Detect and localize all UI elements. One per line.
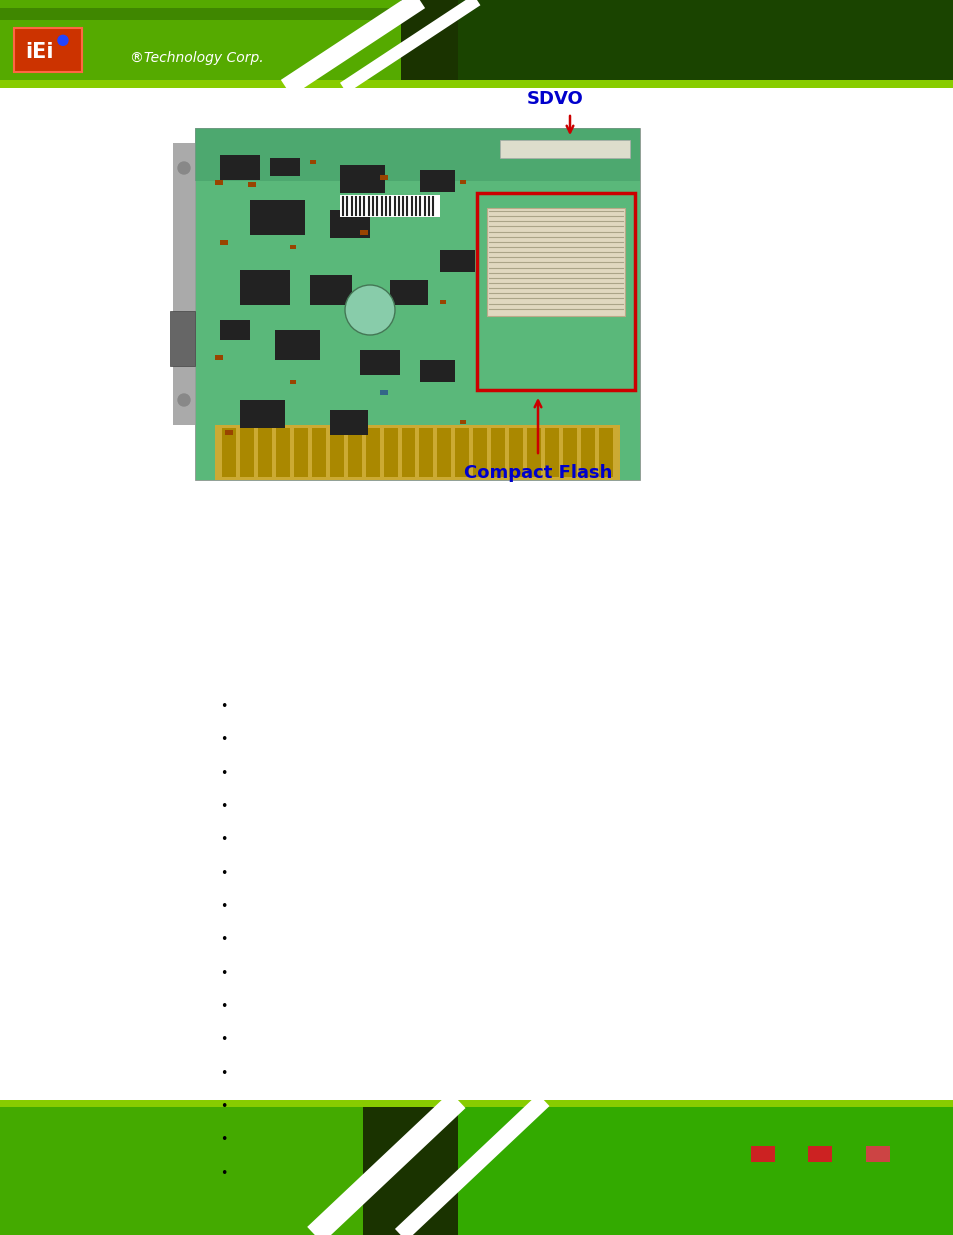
Bar: [330, 429, 343, 477]
Text: •: •: [220, 1000, 228, 1013]
Bar: [750, 1146, 775, 1162]
Bar: [580, 429, 595, 477]
Bar: [194, 128, 639, 480]
Bar: [527, 429, 540, 477]
Text: •: •: [220, 1067, 228, 1079]
Bar: [347, 429, 361, 477]
Bar: [330, 210, 370, 238]
Text: •: •: [220, 1034, 228, 1046]
Bar: [457, 1100, 953, 1235]
Bar: [419, 359, 455, 382]
Bar: [419, 429, 433, 477]
Bar: [248, 182, 255, 186]
Bar: [0, 0, 953, 88]
Bar: [0, 1100, 953, 1107]
Text: Compact Flash: Compact Flash: [463, 464, 612, 482]
Bar: [598, 429, 613, 477]
Bar: [170, 311, 194, 366]
Bar: [214, 425, 619, 480]
Text: •: •: [220, 1100, 228, 1113]
Bar: [486, 207, 624, 316]
Bar: [220, 320, 250, 340]
Bar: [459, 180, 465, 184]
Circle shape: [345, 285, 395, 335]
Bar: [0, 80, 953, 88]
Bar: [0, 0, 400, 88]
Bar: [310, 161, 315, 164]
Bar: [312, 429, 325, 477]
Bar: [250, 200, 305, 235]
Bar: [390, 280, 428, 305]
Bar: [172, 143, 194, 425]
Bar: [294, 429, 308, 477]
Bar: [439, 300, 446, 304]
Bar: [439, 249, 475, 272]
Bar: [491, 429, 505, 477]
Bar: [330, 410, 368, 435]
Circle shape: [58, 36, 68, 46]
Bar: [240, 429, 253, 477]
Bar: [14, 28, 82, 72]
Text: •: •: [220, 934, 228, 946]
Bar: [419, 170, 455, 191]
Bar: [359, 230, 368, 235]
Bar: [457, 0, 953, 88]
Text: •: •: [220, 867, 228, 879]
Bar: [476, 193, 635, 390]
Bar: [509, 429, 522, 477]
Bar: [864, 1146, 889, 1162]
Bar: [379, 175, 388, 180]
Bar: [225, 430, 233, 435]
Bar: [499, 140, 629, 158]
Bar: [240, 270, 290, 305]
Bar: [401, 429, 416, 477]
Text: •: •: [220, 700, 228, 713]
Bar: [459, 420, 465, 424]
Text: SDVO: SDVO: [526, 90, 583, 107]
Bar: [222, 429, 235, 477]
Bar: [290, 245, 295, 249]
Bar: [214, 354, 223, 359]
Bar: [473, 429, 487, 477]
Bar: [0, 7, 400, 20]
Bar: [310, 275, 352, 305]
Bar: [379, 390, 388, 395]
Bar: [544, 429, 558, 477]
Bar: [437, 429, 451, 477]
Bar: [562, 429, 577, 477]
Circle shape: [178, 394, 190, 406]
Bar: [220, 240, 228, 245]
Bar: [0, 1100, 362, 1235]
Text: •: •: [220, 834, 228, 846]
Bar: [240, 400, 285, 429]
Text: •: •: [220, 967, 228, 979]
Text: •: •: [220, 800, 228, 813]
Bar: [214, 180, 223, 185]
Text: •: •: [220, 1134, 228, 1146]
Bar: [455, 429, 469, 477]
Bar: [275, 429, 290, 477]
Circle shape: [178, 162, 190, 174]
Bar: [257, 429, 272, 477]
Text: •: •: [220, 900, 228, 913]
Bar: [359, 350, 399, 375]
Text: •: •: [220, 767, 228, 779]
Text: ®Technology Corp.: ®Technology Corp.: [130, 51, 263, 65]
Bar: [0, 1100, 953, 1235]
Bar: [365, 429, 379, 477]
Bar: [290, 380, 295, 384]
Bar: [220, 156, 260, 180]
Bar: [194, 128, 639, 180]
Bar: [339, 165, 385, 193]
Bar: [339, 195, 439, 217]
Text: iEi: iEi: [26, 42, 54, 62]
Bar: [807, 1146, 832, 1162]
Text: •: •: [220, 1167, 228, 1179]
Bar: [383, 429, 397, 477]
Bar: [274, 330, 319, 359]
Text: •: •: [220, 734, 228, 746]
Bar: [270, 158, 299, 177]
